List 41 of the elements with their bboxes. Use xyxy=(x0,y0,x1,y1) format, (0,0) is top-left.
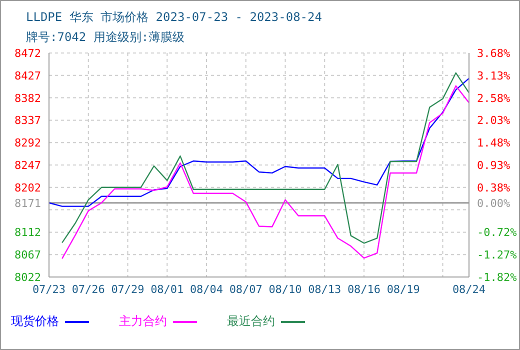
y-tick-label: 8171 xyxy=(14,196,41,210)
y2-tick-label: 2.58% xyxy=(477,92,510,105)
x-tick-label: 08/04 xyxy=(190,282,224,296)
y-tick-label: 8427 xyxy=(14,69,41,82)
legend-label: 主力合约 xyxy=(119,313,167,330)
x-tick-label: 08/10 xyxy=(268,282,302,296)
y2-tick-label: 3.13% xyxy=(477,69,510,82)
x-tick-label: 08/13 xyxy=(308,282,342,296)
x-tick-label: 07/26 xyxy=(72,282,105,296)
y2-tick-label: -1.82% xyxy=(477,271,518,284)
y2-tick-label: 3.68% xyxy=(477,47,510,60)
chart-title: LLDPE 华东 市场价格 2023-07-23 - 2023-08-24 xyxy=(26,9,323,26)
x-tick-label: 07/23 xyxy=(32,282,66,296)
y2-tick-label: 1.48% xyxy=(477,136,510,150)
y-tick-label: 8112 xyxy=(14,226,41,240)
legend-label: 现货价格 xyxy=(11,313,59,330)
y2-tick-label: -1.27% xyxy=(477,248,518,262)
y-tick-label: 8292 xyxy=(14,136,41,150)
y-tick-label: 8202 xyxy=(14,181,41,194)
y2-tick-label: 0.93% xyxy=(477,159,510,172)
y2-tick-label: -0.72% xyxy=(477,226,518,240)
line-series xyxy=(49,78,469,207)
y-tick-label: 8337 xyxy=(14,114,41,128)
x-tick-label: 08/19 xyxy=(386,282,420,296)
y2-tick-label: 0.00% xyxy=(477,196,510,210)
x-tick-label: 08/24 xyxy=(452,282,486,296)
x-tick-label: 07/29 xyxy=(111,282,144,296)
y-tick-label: 8022 xyxy=(14,271,41,284)
x-tick-label: 08/01 xyxy=(150,282,184,296)
x-tick-label: 08/07 xyxy=(229,282,262,296)
x-tick-label: 08/16 xyxy=(347,282,381,296)
y2-tick-label: 2.03% xyxy=(477,114,510,128)
y-tick-label: 8247 xyxy=(14,159,41,172)
line-series xyxy=(62,85,469,260)
y2-tick-label: 0.38% xyxy=(477,181,510,194)
legend-label: 最近合约 xyxy=(227,313,275,330)
y-tick-label: 8382 xyxy=(14,92,41,105)
y-tick-label: 8067 xyxy=(14,248,41,262)
chart-subtitle: 牌号:7042 用途级别:薄膜级 xyxy=(26,29,186,46)
line-series xyxy=(62,72,469,244)
y-tick-label: 8472 xyxy=(14,47,41,60)
